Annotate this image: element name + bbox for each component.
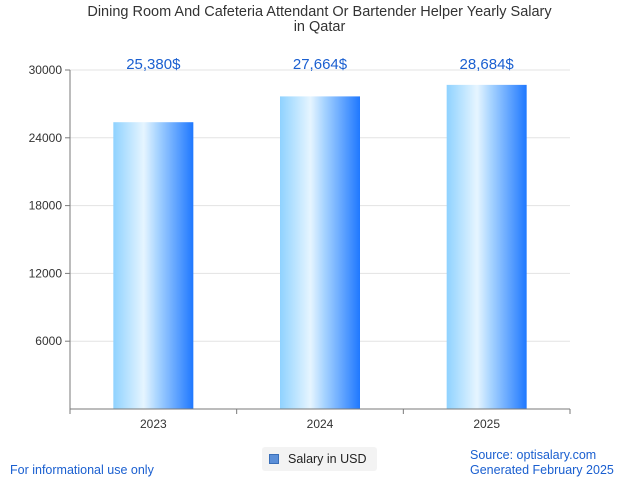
bars <box>113 84 527 410</box>
y-tick-label: 30000 <box>29 63 63 77</box>
labels: 6000 12000 18000 24000 30000 2023 25,380$ 2024 2… <box>29 56 515 431</box>
legend[interactable]: Salary in USD <box>262 447 377 471</box>
legend-swatch <box>269 454 279 464</box>
disclaimer-text: For informational use only <box>10 463 154 477</box>
y-tick-label: 18000 <box>29 199 63 213</box>
chart-title-line-1: Dining Room And Cafeteria Attendant Or B… <box>87 4 552 20</box>
generated-date-text: Generated February 2025 <box>470 463 614 477</box>
x-tick-label: 2024 <box>307 417 334 431</box>
x-tick-label: 2025 <box>473 417 500 431</box>
axes <box>65 69 571 414</box>
source-info: Source: optisalary.com Generated Februar… <box>470 448 614 478</box>
chart-title-line-2: in Qatar <box>293 19 346 35</box>
x-tick-label: 2023 <box>140 417 167 431</box>
chart-title: Dining Room And Cafeteria Attendant Or B… <box>0 5 639 35</box>
legend-label: Salary in USD <box>288 452 367 466</box>
value-label: 28,684$ <box>460 56 515 73</box>
value-label: 27,664$ <box>293 56 348 73</box>
value-label: 25,380$ <box>126 56 181 73</box>
y-tick-label: 12000 <box>29 266 63 280</box>
bar-2023 <box>113 122 194 410</box>
bar-2024 <box>280 96 360 410</box>
y-tick-label: 24000 <box>29 131 63 145</box>
source-text: Source: optisalary.com <box>470 448 597 462</box>
bar-2025 <box>446 84 527 410</box>
y-tick-label: 6000 <box>35 334 62 348</box>
